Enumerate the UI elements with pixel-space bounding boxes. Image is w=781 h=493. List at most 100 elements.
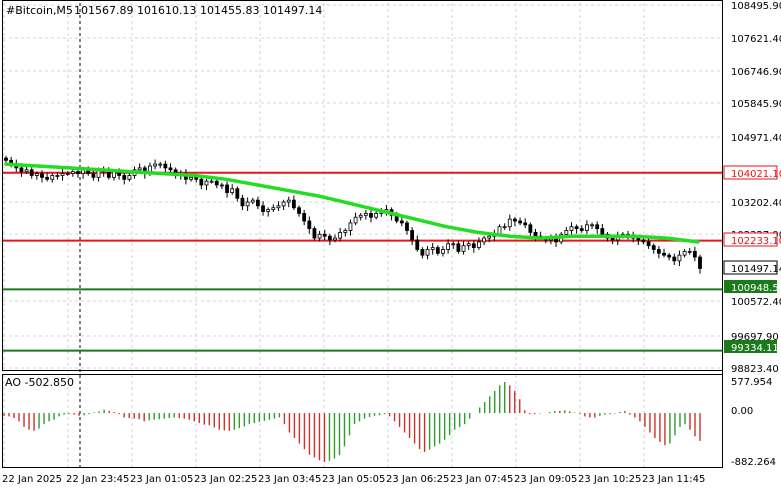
price-axis[interactable]: 108495.90 107621.40 106746.90 105845.90 … [723,1,781,375]
price-tick: 108495.90 [731,1,781,12]
ao-tick: -882.264 [731,457,776,468]
candle-body [163,163,168,169]
price-tick: 100572.40 [731,297,781,308]
candle-body [250,199,255,203]
candle-body [585,224,589,231]
candle-body [122,175,127,180]
candle-body [209,180,214,183]
candle-body [24,169,29,173]
candle-body [245,201,250,207]
candlestick-series [4,155,702,274]
candle-body [374,213,379,218]
time-tick: 23 Jan 06:25 [386,474,449,485]
candle-body [415,239,420,250]
ao-histogram [3,381,701,462]
level-badge-text: 104021.10 [731,169,781,180]
candle-body [240,197,245,207]
candle-body [502,226,507,229]
candle-body [507,218,512,228]
candle-body [399,220,404,224]
candle-body [50,175,55,180]
candle-body [322,233,327,237]
candle-body [291,199,296,209]
time-axis[interactable]: 22 Jan 2025 22 Jan 23:45 23 Jan 01:05 23… [2,474,705,485]
candle-body [60,173,65,176]
candle-body [112,171,116,178]
price-tick: 107621.40 [731,34,781,45]
candle-body [261,205,265,212]
ao-axis: 577.954 0.00 -882.264 [731,377,776,468]
candle-body [405,222,409,231]
candle-body [19,167,24,173]
candle-body [662,252,666,256]
level-badge-green-1 [724,280,777,293]
moving-average-series [4,162,700,244]
ao-indicator-label: AO -502.850 [5,376,74,389]
candle-body [204,180,209,186]
candle-body [76,171,80,174]
time-tick: 23 Jan 01:05 [130,474,193,485]
candle-body [672,256,677,262]
candle-body [461,245,466,252]
candle-body [106,171,111,178]
candle-body [477,241,481,248]
candle-body [353,216,358,224]
candle-body [286,199,291,203]
candle-body [487,235,492,239]
candle-body [307,220,312,230]
price-tick: 104971.40 [731,133,781,144]
level-badge-red-2 [723,232,778,247]
candle-body [579,228,584,231]
candle-body [574,226,579,230]
candle-body [266,209,271,212]
candle-body [698,256,702,269]
candle-body [595,224,600,230]
candle-body [667,254,672,258]
candle-body [255,199,260,207]
candle-body [317,233,322,239]
candle-body [348,222,353,231]
candle-body [569,226,574,231]
candle-body [235,188,240,199]
candle-body [276,205,281,209]
candle-body [127,175,132,180]
candle-body [153,163,157,167]
level-badge-text: 102233.10 [731,236,781,247]
candle-body [610,237,615,241]
grid-lines [3,3,722,467]
candle-body [641,239,646,243]
ohlc-readout: 101567.89 101610.13 101455.83 101497.14 [74,4,322,17]
time-tick: 23 Jan 11:45 [642,474,705,485]
level-badge-green-2 [724,340,777,353]
level-badge-text: 99334.11 [731,343,779,354]
candle-body [55,175,60,177]
candle-body [518,220,522,224]
candle-body [466,243,471,247]
time-tick: 23 Jan 10:25 [578,474,641,485]
candle-body [656,249,661,254]
candle-body [425,249,430,256]
candle-body [646,241,651,247]
symbol-label: #Bitcoin,M5 [6,4,73,17]
candle-body [651,245,656,250]
candle-body [338,231,343,239]
candle-body [45,176,50,180]
candle-body [420,249,425,256]
candle-body [327,235,332,241]
candle-body [513,218,517,222]
time-tick: 22 Jan 2025 [2,474,62,485]
price-tick: 105845.90 [731,99,781,110]
chart-frame [2,0,723,468]
candle-body [137,167,142,171]
price-tick: 98823.40 [731,364,779,375]
candle-body [281,201,286,207]
candle-body [333,237,337,241]
candle-body [590,224,594,227]
time-tick: 23 Jan 07:45 [450,474,513,485]
candle-body [441,249,445,254]
candle-body [528,224,533,233]
candle-body [446,243,451,250]
